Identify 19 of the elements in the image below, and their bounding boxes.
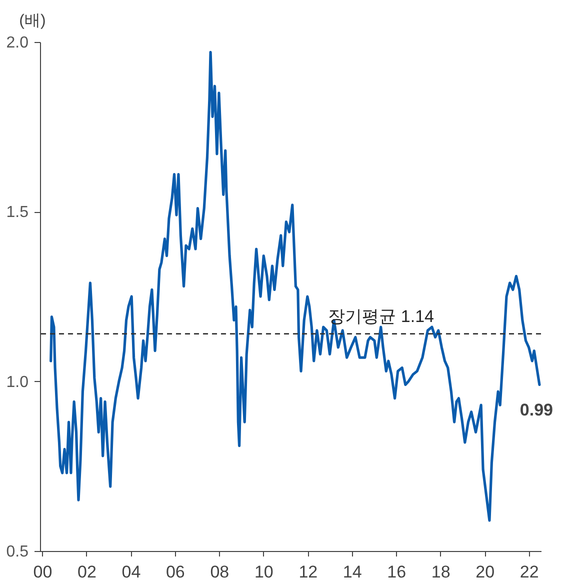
x-tick-label: 04 bbox=[122, 562, 141, 582]
ref-line-label: 장기평균 1.14 bbox=[328, 306, 434, 326]
annotation: 0.99 bbox=[520, 400, 553, 420]
x-tick-label: 18 bbox=[431, 562, 450, 582]
x-tick-label: 12 bbox=[298, 562, 318, 582]
x-tick-label: 14 bbox=[342, 562, 362, 582]
x-tick-label: 10 bbox=[254, 562, 274, 582]
y-axis-title: (배) bbox=[19, 12, 46, 30]
x-tick-label: 02 bbox=[77, 562, 96, 582]
y-tick-label: 1.0 bbox=[6, 374, 29, 391]
x-tick-label: 00 bbox=[33, 562, 52, 582]
x-tick-label: 22 bbox=[520, 562, 539, 582]
x-tick-label: 20 bbox=[476, 562, 495, 582]
y-tick-label: 2.0 bbox=[6, 34, 29, 52]
x-tick-label: 16 bbox=[387, 562, 406, 582]
x-tick-label: 08 bbox=[210, 562, 230, 582]
y-tick-label: 1.5 bbox=[6, 204, 29, 222]
y-tick-label: 0.5 bbox=[6, 544, 29, 560]
x-tick-label: 06 bbox=[166, 562, 185, 582]
